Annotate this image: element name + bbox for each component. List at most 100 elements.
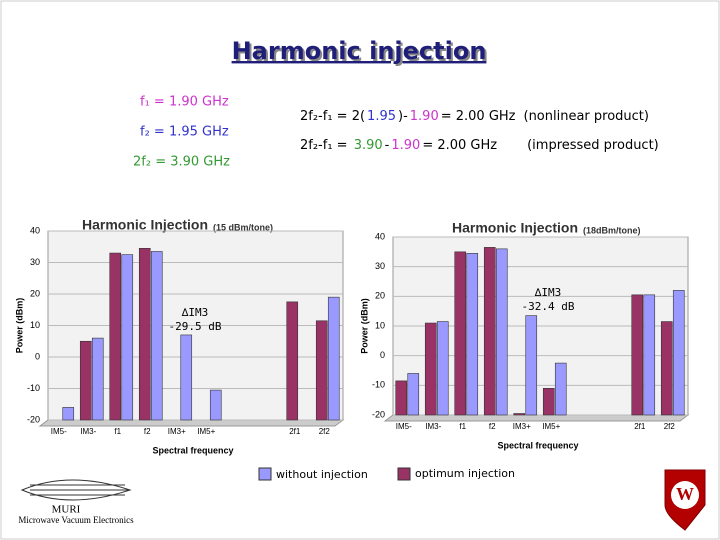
equation-part: 1.95 xyxy=(367,109,396,124)
bar xyxy=(542,387,555,416)
x-axis-label: Spectral frequency xyxy=(497,440,578,450)
bar xyxy=(79,340,92,421)
x-tick-label: IM5- xyxy=(396,422,412,431)
chart-title: Harmonic Injection xyxy=(452,220,578,236)
y-tick-label: -20 xyxy=(27,414,40,424)
bar xyxy=(631,294,644,416)
x-axis-label: Spectral frequency xyxy=(152,445,233,455)
bar xyxy=(150,251,163,421)
y-tick-label: 10 xyxy=(30,320,40,330)
equation-part: 2f₂-f₁ = xyxy=(300,138,352,153)
equation-part: (nonlinear product) xyxy=(524,109,649,124)
y-tick-label: 0 xyxy=(380,350,385,360)
bar xyxy=(513,413,526,416)
bar xyxy=(109,252,122,421)
equation-part: 1.90 xyxy=(410,109,439,124)
y-tick-label: 20 xyxy=(375,291,385,301)
x-tick-label: 2f2 xyxy=(319,427,331,436)
bar xyxy=(483,247,496,416)
x-tick-label: IM5+ xyxy=(197,427,215,436)
bar xyxy=(209,389,222,421)
bar xyxy=(91,337,104,421)
y-axis-label: Power (dBm) xyxy=(359,298,369,354)
slide-title: Harmonic injection xyxy=(232,37,487,65)
bar xyxy=(454,251,467,416)
equation-part: 1.90 xyxy=(391,138,420,153)
y-tick-label: 40 xyxy=(30,225,40,235)
x-tick-label: IM5- xyxy=(51,427,67,436)
bar xyxy=(436,321,449,416)
bar xyxy=(395,380,408,416)
plot-floor xyxy=(38,419,345,427)
bar xyxy=(315,320,328,421)
y-tick-label: 40 xyxy=(375,231,385,241)
muri-logo: MURI Microwave Vacuum Electronics xyxy=(18,479,134,525)
chart-title: Harmonic Injection xyxy=(82,217,208,233)
equation-part: (impressed product) xyxy=(527,138,659,153)
bar xyxy=(424,322,437,416)
title-shadow: Harmonic injection xyxy=(234,39,489,67)
y-tick-label: 10 xyxy=(375,320,385,330)
bar xyxy=(407,373,420,416)
bar xyxy=(62,407,75,421)
y-tick-label: 30 xyxy=(30,257,40,267)
x-tick-label: 2f1 xyxy=(634,422,646,431)
y-tick-label: 0 xyxy=(35,351,40,361)
bar xyxy=(286,301,299,421)
chart: Harmonic Injection (18dBm/tone) -20 -10 0 10 2… xyxy=(359,220,690,450)
legend-label: optimum injection xyxy=(415,467,515,480)
equation: 2f₂-f₁ = 2(1.95)- 1.90 = 2.00 GHz (nonlinea… xyxy=(300,109,649,124)
legend-swatch xyxy=(258,467,272,481)
legend-swatch xyxy=(397,467,411,481)
bar xyxy=(554,362,567,416)
chart-subtitle: (18dBm/tone) xyxy=(583,225,641,235)
x-tick-label: f2 xyxy=(144,427,151,436)
x-tick-label: f2 xyxy=(489,422,496,431)
parameter: 2f₂ = 3.90 GHz xyxy=(133,155,230,170)
equation-part: = 2.00 GHz xyxy=(441,109,516,124)
bar xyxy=(138,248,151,421)
x-tick-label: IM3- xyxy=(80,427,96,436)
equation-part: )- xyxy=(398,109,408,124)
parameter: f₁ = 1.90 GHz xyxy=(140,95,229,110)
equation-part: 3.90 xyxy=(354,138,383,153)
equation-part: 2f₂-f₁ = 2( xyxy=(300,109,365,124)
bar xyxy=(327,296,340,421)
x-tick-label: IM3+ xyxy=(513,422,531,431)
bar xyxy=(121,254,134,421)
logo-text: Microwave Vacuum Electronics xyxy=(18,515,134,525)
uw-crest: W xyxy=(664,469,706,531)
annotation: ∆IM3 xyxy=(181,306,209,319)
y-tick-label: 30 xyxy=(375,261,385,271)
bar xyxy=(495,248,508,416)
x-tick-label: f1 xyxy=(114,427,121,436)
x-tick-label: IM3+ xyxy=(168,427,186,436)
bar xyxy=(525,315,538,416)
equation-part: = 2.00 GHz xyxy=(422,138,497,153)
bar xyxy=(180,334,193,421)
equation: 2f₂-f₁ = 3.90-1.90 = 2.00 GHz (impressed p… xyxy=(300,138,659,153)
logo-text: MURI xyxy=(52,504,81,516)
annotation: -29.5 dB xyxy=(169,320,222,333)
y-axis-label: Power (dBm) xyxy=(14,298,24,354)
annotation: -32.4 dB xyxy=(522,300,575,313)
x-tick-label: 2f2 xyxy=(664,422,676,431)
y-tick-label: -10 xyxy=(27,383,40,393)
bar xyxy=(466,253,479,416)
y-tick-label: -10 xyxy=(372,380,385,390)
annotation: ∆IM3 xyxy=(534,286,562,299)
chart: Harmonic Injection (15 dBm/tone) -20 -10 0 10… xyxy=(14,217,345,455)
y-tick-label: 20 xyxy=(30,288,40,298)
x-tick-label: IM5+ xyxy=(542,422,560,431)
bar xyxy=(672,290,685,416)
bar xyxy=(643,294,656,416)
x-tick-label: 2f1 xyxy=(289,427,301,436)
bar xyxy=(660,321,673,416)
legend-label: without injection xyxy=(276,468,368,481)
x-tick-label: IM3- xyxy=(425,422,441,431)
chart-subtitle: (15 dBm/tone) xyxy=(213,222,273,232)
crest-letter: W xyxy=(676,484,694,504)
y-tick-label: -20 xyxy=(372,409,385,419)
equation-part: - xyxy=(385,138,390,153)
